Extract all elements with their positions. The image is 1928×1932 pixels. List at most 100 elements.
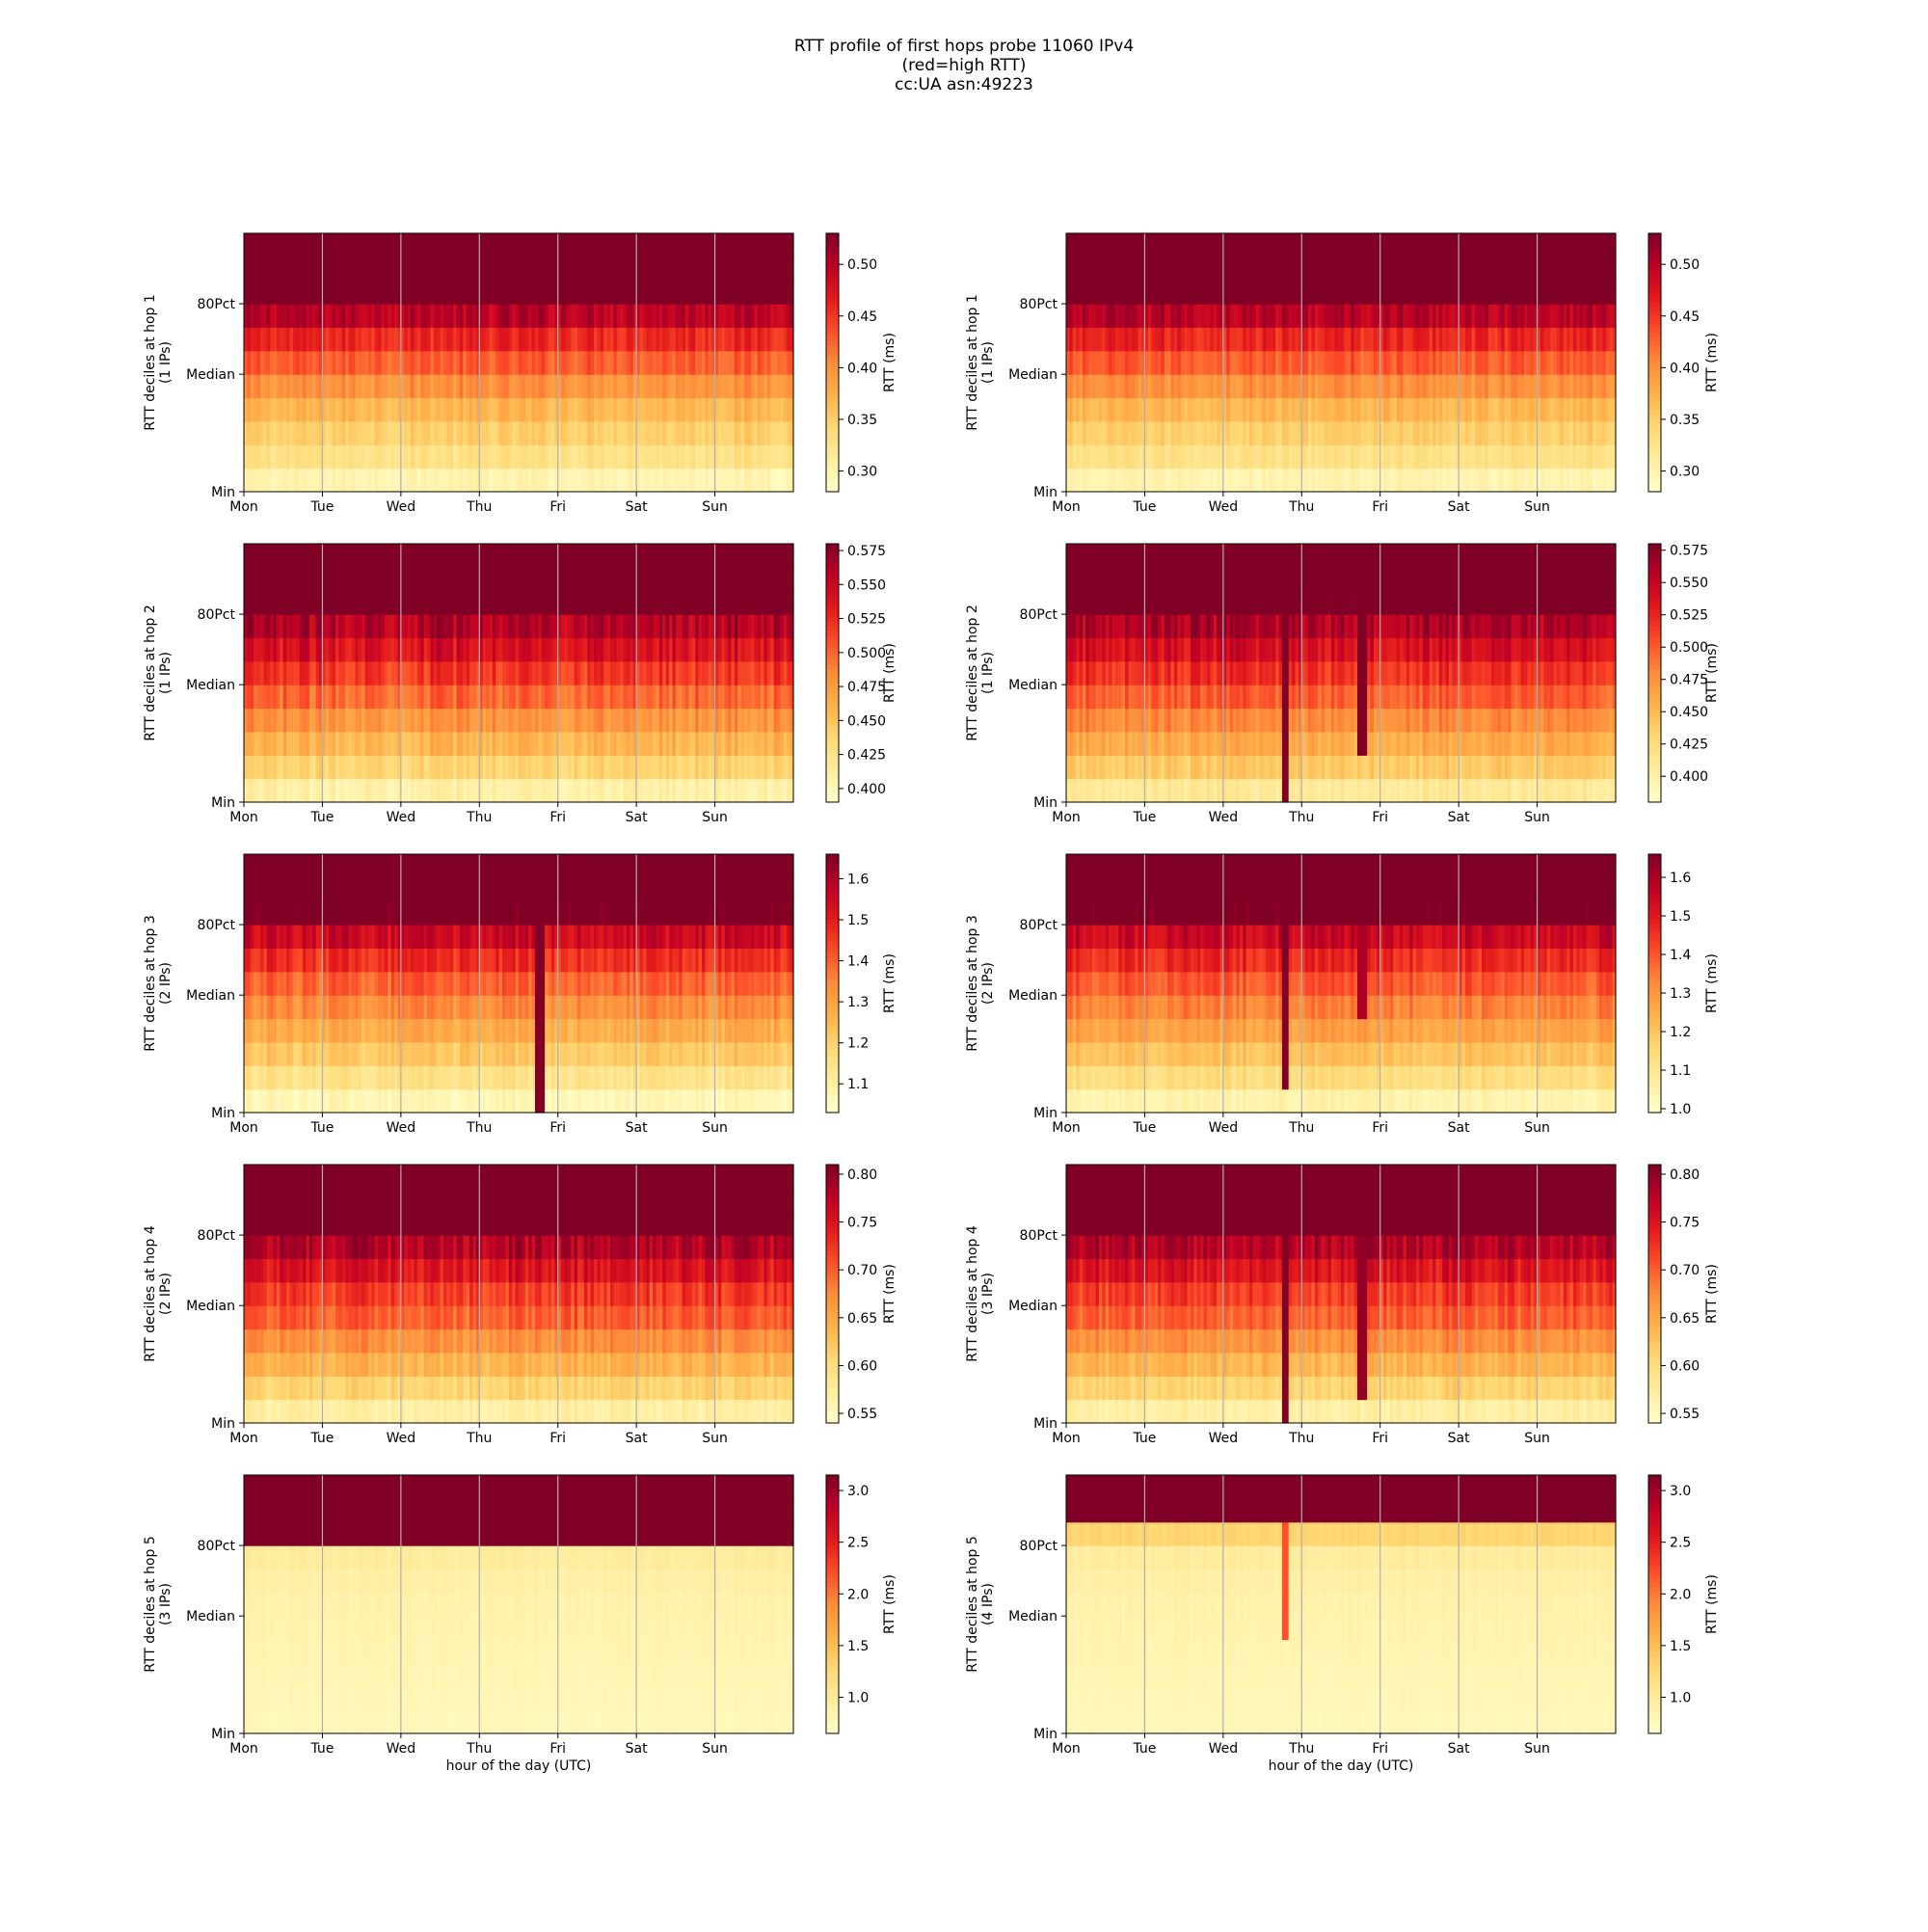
heatmap-cell [352, 327, 356, 351]
heatmap-cell [408, 281, 412, 305]
heatmap-cell [443, 591, 447, 615]
colorbar-segment [1648, 307, 1661, 311]
heatmap-cell [1184, 281, 1188, 305]
heatmap-cell [580, 327, 584, 351]
heatmap-cell [1083, 398, 1086, 422]
heatmap-cell [1390, 281, 1394, 305]
heatmap-cell [683, 256, 686, 281]
heatmap-cell [568, 351, 572, 375]
heatmap-cell [247, 544, 251, 568]
heatmap-cell [1357, 351, 1361, 375]
heatmap-cell [352, 281, 356, 305]
heatmap-cell [338, 591, 342, 615]
heatmap-cell [260, 755, 264, 779]
heatmap-cell [1517, 256, 1521, 281]
heatmap-cell [545, 233, 549, 257]
colorbar-segment [826, 251, 839, 255]
heatmap-cell [659, 304, 663, 328]
heatmap-cell [1540, 281, 1544, 305]
heatmap-cell [1435, 444, 1439, 469]
heatmap-cell [1230, 233, 1234, 257]
heatmap-cell [1540, 327, 1544, 351]
colorbar-segment [826, 389, 839, 393]
heatmap-cell [293, 732, 297, 756]
heatmap-cell [545, 304, 549, 328]
heatmap-cell [522, 591, 525, 615]
heatmap-cell [247, 755, 251, 779]
heatmap-cell [247, 779, 251, 803]
heatmap-cell [385, 421, 388, 445]
heatmap-cell [352, 544, 356, 568]
heatmap-cell [1449, 304, 1453, 328]
heatmap-cell [430, 732, 434, 756]
heatmap-cell [751, 281, 755, 305]
heatmap-cell [247, 421, 251, 445]
heatmap-cell [728, 421, 732, 445]
heatmap-cell [408, 374, 412, 398]
heatmap-cell [1311, 256, 1315, 281]
colorbar-segment [826, 448, 839, 453]
heatmap-cell [512, 709, 516, 733]
heatmap-cell [787, 374, 790, 398]
heatmap-cell [1138, 233, 1142, 257]
heatmap-cell [352, 304, 356, 328]
y-tick-label: Min [211, 485, 235, 500]
heatmap-cell [467, 233, 470, 257]
colorbar-segment [826, 315, 839, 320]
heatmap-cell [1540, 421, 1544, 445]
heatmap-cell [443, 444, 447, 469]
heatmap-cell [1472, 374, 1476, 398]
heatmap-cell [453, 684, 457, 709]
heatmap-cell [1151, 351, 1155, 375]
heatmap-cell [535, 398, 539, 422]
heatmap-cell [1527, 469, 1531, 493]
heatmap-cell [1357, 398, 1361, 422]
heatmap-cell [603, 444, 607, 469]
heatmap-cell [1344, 469, 1348, 493]
heatmap-cell [293, 281, 297, 305]
heatmap-cell [1174, 327, 1178, 351]
x-tick-label: Fri [549, 499, 566, 515]
heatmap-cell [467, 637, 470, 661]
heatmap-cell [705, 351, 709, 375]
heatmap-cell [338, 304, 342, 328]
heatmap-cell [613, 469, 617, 493]
heatmap-cell [1138, 469, 1142, 493]
colorbar-segment [1648, 345, 1661, 350]
heatmap-cell [1413, 421, 1417, 445]
heatmap-cell [1540, 374, 1544, 398]
colorbar-segment [1648, 440, 1661, 444]
heatmap-cell [1564, 374, 1567, 398]
heatmap-cell [535, 304, 539, 328]
heatmap-cell [613, 233, 617, 257]
heatmap-cell [1596, 351, 1600, 375]
heatmap-cell [420, 755, 424, 779]
heatmap-cell [1311, 327, 1315, 351]
heatmap-cell [650, 469, 654, 493]
x-tick-label: Tue [1132, 499, 1156, 515]
heatmap-cell [306, 398, 309, 422]
heatmap-cell [1586, 374, 1590, 398]
y-tick-label: Min [1033, 485, 1058, 500]
heatmap-cell [420, 614, 424, 638]
heatmap-cell [705, 469, 709, 493]
heatmap-cell [1586, 444, 1590, 469]
heatmap-cell [650, 421, 654, 445]
heatmap-cell [260, 732, 264, 756]
heatmap-cell [306, 281, 309, 305]
heatmap-cell [522, 684, 525, 709]
heatmap-cell [728, 444, 732, 469]
x-tick-label: Sat [1448, 499, 1470, 515]
heatmap-cell [467, 779, 470, 803]
heatmap-cell [1197, 374, 1201, 398]
heatmap-cell [1435, 281, 1439, 305]
heatmap-cell [1390, 327, 1394, 351]
heatmap-cell [1275, 469, 1279, 493]
heatmap-cell [1505, 421, 1509, 445]
heatmap-cell [1334, 281, 1338, 305]
colorbar-segment [826, 466, 839, 470]
colorbar-segment [826, 333, 839, 337]
heatmap-cell [467, 374, 470, 398]
heatmap-cell [430, 591, 434, 615]
